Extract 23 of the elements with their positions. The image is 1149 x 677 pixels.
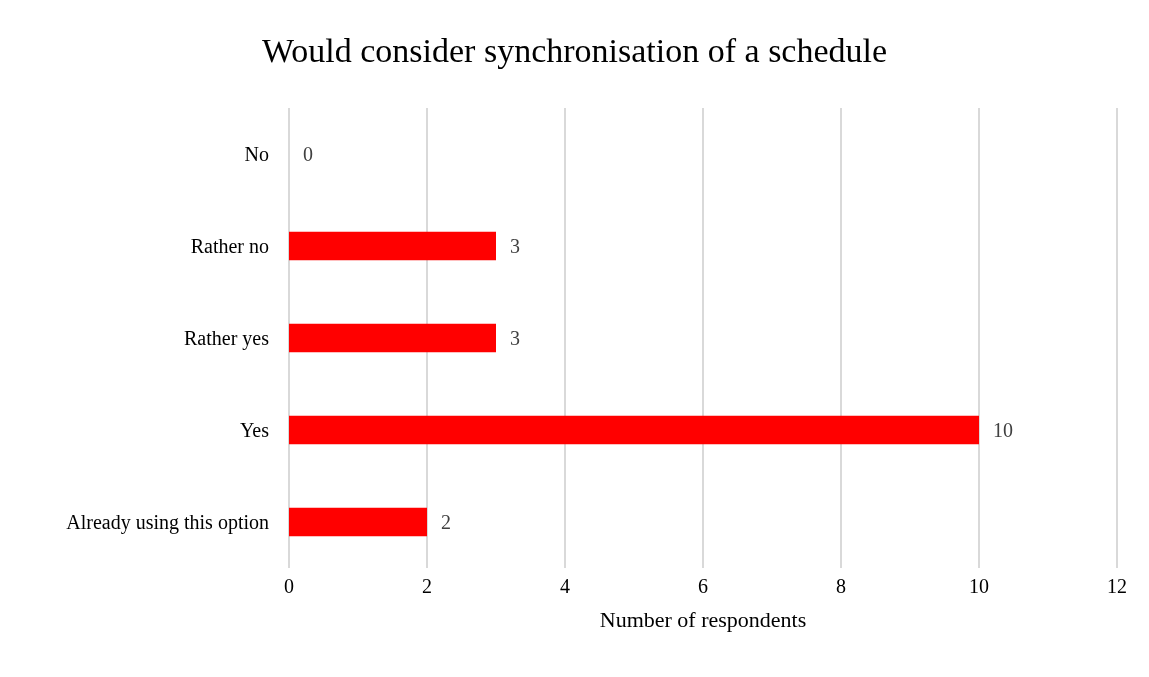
y-tick-label: Rather yes — [184, 327, 270, 350]
x-tick-label: 4 — [560, 575, 570, 597]
x-tick-label: 0 — [284, 575, 294, 597]
data-label: 10 — [993, 419, 1013, 441]
x-axis-title: Number of respondents — [599, 606, 807, 632]
y-tick-label: Already using this option — [66, 511, 269, 534]
data-label: 0 — [303, 143, 313, 165]
data-label: 3 — [510, 235, 520, 257]
x-tick-label: 6 — [698, 575, 708, 597]
x-tick-label: 10 — [969, 575, 989, 597]
bar — [289, 231, 496, 261]
data-label: 2 — [441, 511, 451, 533]
x-tick-label: 2 — [422, 575, 432, 597]
x-tick-label: 8 — [836, 575, 846, 597]
x-tick-label: 12 — [1107, 575, 1127, 597]
bar — [289, 323, 496, 353]
y-tick-label: No — [244, 143, 269, 165]
bar — [289, 415, 979, 445]
chart-title: Would consider synchronisation of a schedule — [261, 31, 888, 69]
y-tick-label: Rather no — [190, 235, 269, 257]
y-tick-label: Yes — [239, 419, 270, 441]
data-label: 3 — [510, 327, 520, 349]
bar — [289, 507, 427, 537]
